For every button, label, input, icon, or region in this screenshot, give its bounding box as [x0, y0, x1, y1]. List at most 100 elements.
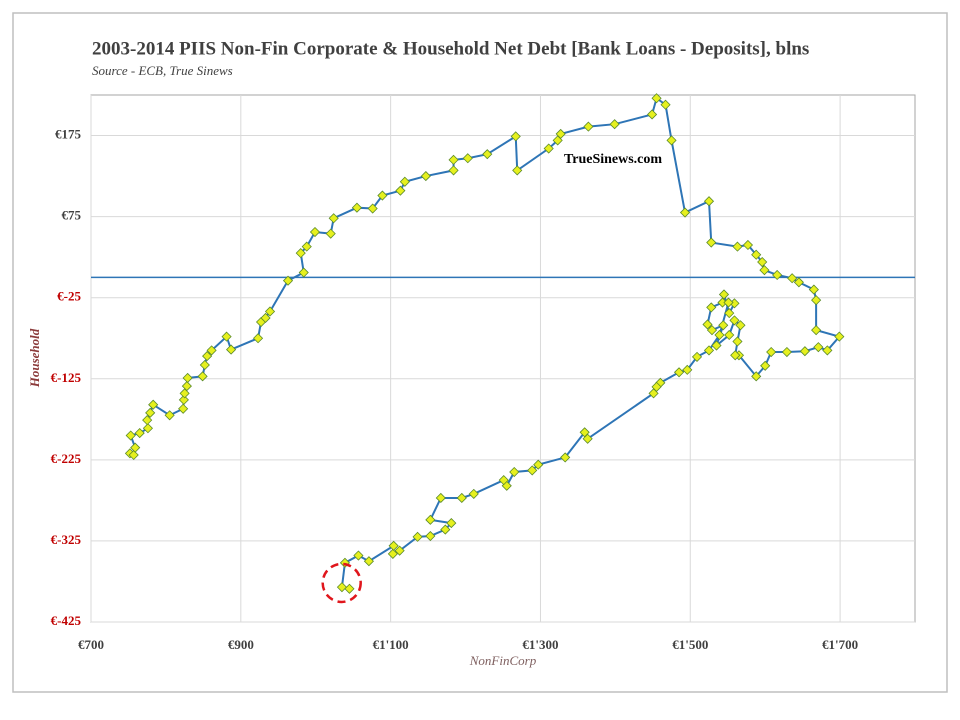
- data-point: [718, 320, 729, 331]
- data-point: [730, 350, 741, 361]
- data-point: [811, 325, 822, 336]
- data-point: [647, 109, 658, 120]
- data-point: [714, 329, 725, 341]
- data-point: [724, 329, 735, 341]
- data-point: [446, 518, 457, 529]
- data-point: [448, 165, 459, 176]
- y-axis-label: Household: [27, 328, 42, 388]
- y-tick-label: €-125: [51, 370, 82, 385]
- chart-subtitle: Source - ECB, True Sinews: [92, 63, 233, 78]
- x-tick-label: €1'500: [672, 637, 708, 652]
- data-point: [178, 394, 189, 405]
- data-point: [295, 248, 306, 259]
- data-point: [387, 548, 398, 559]
- data-point: [264, 306, 276, 317]
- data-point: [377, 190, 388, 201]
- data-point: [751, 249, 762, 260]
- x-tick-label: €700: [78, 637, 104, 652]
- data-point: [724, 308, 735, 319]
- data-point: [711, 340, 722, 351]
- x-axis-label: NonFinCorp: [469, 653, 537, 668]
- data-point: [336, 582, 348, 593]
- data-point: [301, 241, 312, 252]
- data-point: [660, 99, 671, 110]
- data-point: [456, 492, 467, 504]
- data-point: [666, 135, 677, 146]
- data-point: [732, 336, 743, 347]
- data-point: [197, 371, 208, 382]
- data-point: [555, 128, 566, 139]
- data-point: [512, 165, 523, 176]
- data-point: [134, 428, 145, 439]
- data-point: [527, 465, 538, 476]
- data-point: [682, 364, 693, 375]
- data-point: [282, 275, 294, 286]
- data-point: [482, 149, 493, 160]
- data-point: [702, 319, 713, 330]
- data-point: [691, 351, 703, 362]
- y-tick-label: €175: [55, 127, 82, 142]
- x-tick-label: €900: [228, 637, 254, 652]
- data-point: [148, 399, 159, 410]
- data-point: [703, 345, 715, 356]
- x-tick-label: €1'100: [373, 637, 409, 652]
- y-tick-label: €75: [62, 208, 82, 223]
- data-point: [772, 269, 783, 281]
- data-point: [766, 346, 777, 358]
- chart-title: 2003-2014 PIIS Non-Fin Corporate & House…: [92, 38, 809, 59]
- data-point: [130, 442, 141, 453]
- data-point: [679, 207, 691, 218]
- data-point: [182, 372, 193, 384]
- data-point: [706, 302, 717, 313]
- data-point: [395, 185, 406, 196]
- data-point: [751, 371, 762, 382]
- data-point: [742, 239, 754, 251]
- data-point: [420, 171, 431, 182]
- data-point: [781, 346, 792, 358]
- data-point: [673, 367, 685, 378]
- data-point: [793, 277, 804, 288]
- data-point: [145, 407, 156, 418]
- data-point: [221, 331, 232, 342]
- data-point: [435, 492, 446, 504]
- data-point: [706, 325, 718, 336]
- data-point: [799, 346, 810, 357]
- data-point: [394, 545, 405, 556]
- data-point: [412, 531, 423, 542]
- y-tick-label: €-25: [57, 289, 81, 304]
- data-point: [533, 459, 544, 470]
- data-point: [808, 284, 819, 295]
- data-point: [468, 488, 479, 499]
- data-point: [164, 410, 175, 421]
- data-point: [787, 273, 798, 284]
- data-point: [560, 452, 571, 463]
- data-point: [309, 226, 321, 238]
- data-point: [367, 203, 378, 214]
- data-point: [199, 359, 210, 371]
- data-point: [298, 267, 309, 278]
- data-point: [125, 430, 136, 441]
- data-point: [543, 143, 554, 154]
- data-point: [718, 289, 730, 300]
- annotation: TrueSinews.com: [564, 152, 662, 167]
- data-point: [813, 342, 824, 353]
- data-point: [142, 415, 153, 426]
- data-point: [579, 427, 590, 438]
- y-tick-label: €-225: [51, 451, 82, 466]
- data-point: [811, 295, 822, 306]
- data-point: [498, 475, 509, 486]
- data-point: [252, 333, 264, 344]
- data-point: [353, 550, 364, 561]
- data-point: [448, 154, 459, 165]
- data-point: [651, 93, 662, 104]
- data-point: [202, 351, 213, 362]
- data-point: [226, 344, 237, 355]
- data-point: [328, 213, 339, 224]
- data-point: [425, 514, 436, 525]
- data-point: [325, 228, 336, 239]
- data-point: [206, 345, 217, 356]
- data-point: [757, 256, 768, 268]
- y-tick-label: €-325: [51, 532, 82, 547]
